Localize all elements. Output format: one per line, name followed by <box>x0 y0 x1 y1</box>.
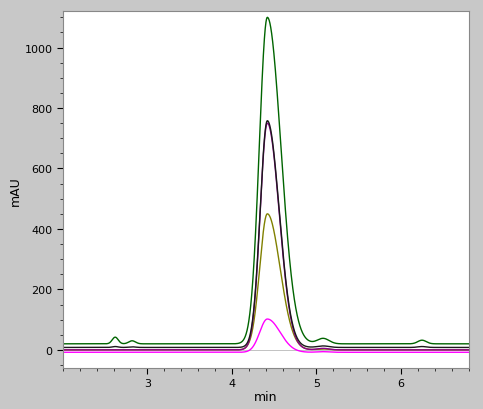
X-axis label: min: min <box>254 390 277 403</box>
Y-axis label: mAU: mAU <box>9 175 22 205</box>
